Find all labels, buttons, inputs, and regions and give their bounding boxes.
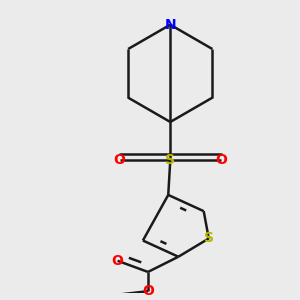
Text: O: O xyxy=(142,284,154,298)
Text: S: S xyxy=(204,232,214,245)
Text: O: O xyxy=(112,254,124,268)
Text: O: O xyxy=(215,154,227,167)
Text: S: S xyxy=(165,154,175,167)
Text: N: N xyxy=(164,18,176,32)
Text: O: O xyxy=(114,154,125,167)
